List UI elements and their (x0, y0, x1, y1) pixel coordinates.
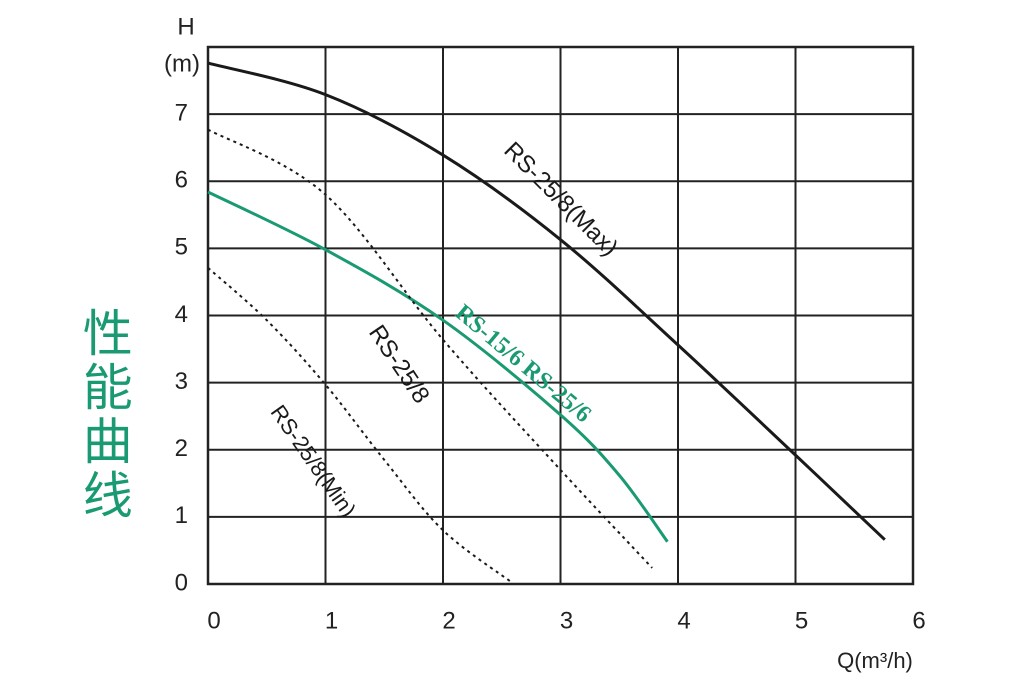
y-tick-label: 4 (175, 301, 188, 328)
x-tick-label: 0 (207, 607, 220, 634)
x-tick-label: 3 (560, 607, 573, 634)
x-tick-label: 1 (325, 607, 338, 634)
x-axis-label: Q(m³/h) (837, 648, 913, 673)
y-tick-label: 5 (175, 234, 188, 261)
curve (207, 61, 886, 541)
plot-frame (206, 45, 915, 586)
curve (207, 190, 669, 543)
curve-label: RS-25/8 (363, 320, 435, 408)
y-tick-label: 1 (175, 502, 188, 529)
curve-label: RS-15/6 RS-25/6 (450, 300, 596, 428)
curve (207, 128, 653, 569)
side-title: 性能曲线 (76, 307, 132, 523)
x-tick-label: 4 (677, 607, 690, 634)
curve-label: RS-25/8(Min) (266, 400, 362, 521)
y-tick-label: 3 (175, 368, 188, 395)
curve (207, 267, 512, 583)
x-tick-label: 5 (795, 607, 808, 634)
y-tick-label: 0 (175, 569, 188, 596)
x-tick-label: 6 (912, 607, 925, 634)
y-axis-unit: (m) (164, 50, 200, 77)
y-axis-label: H (177, 13, 194, 40)
y-tick-label: 7 (175, 99, 188, 126)
x-tick-label: 2 (442, 607, 455, 634)
y-tick-label: 6 (175, 167, 188, 194)
y-tick-label: 2 (175, 435, 188, 462)
